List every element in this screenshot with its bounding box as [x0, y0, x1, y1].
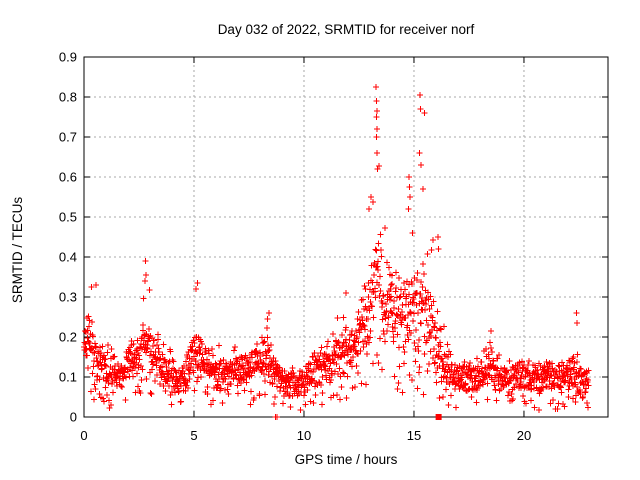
- y-tick-labels: 0 0.1 0.2 0.3 0.4 0.5 0.6 0.7 0.8 0.9: [59, 50, 77, 425]
- data-points: [81, 84, 592, 420]
- y-tick-label: 0.8: [59, 90, 77, 105]
- y-axis-label: SRMTID / TECUs: [10, 197, 25, 304]
- y-tick-label: 0: [70, 410, 77, 425]
- y-tick-label: 0.4: [59, 250, 77, 265]
- x-axis-label: GPS time / hours: [295, 452, 398, 467]
- y-tick-label: 0.5: [59, 210, 77, 225]
- zero-cluster-marker: [435, 414, 442, 420]
- x-tick-label: 20: [517, 428, 531, 443]
- x-tick-label: 10: [297, 428, 311, 443]
- y-tick-label: 0.2: [59, 330, 77, 345]
- x-tick-labels: 0 5 10 15 20: [80, 428, 531, 443]
- y-tick-label: 0.3: [59, 290, 77, 305]
- x-tick-label: 5: [190, 428, 197, 443]
- y-tick-label: 0.1: [59, 370, 77, 385]
- x-tick-label: 15: [407, 428, 421, 443]
- plot-border: [83, 56, 609, 418]
- y-tick-label: 0.9: [59, 50, 77, 65]
- x-tick-label: 0: [80, 428, 87, 443]
- y-tick-label: 0.7: [59, 130, 77, 145]
- chart-title: Day 032 of 2022, SRMTID for receiver nor…: [218, 22, 475, 37]
- y-tick-label: 0.6: [59, 170, 77, 185]
